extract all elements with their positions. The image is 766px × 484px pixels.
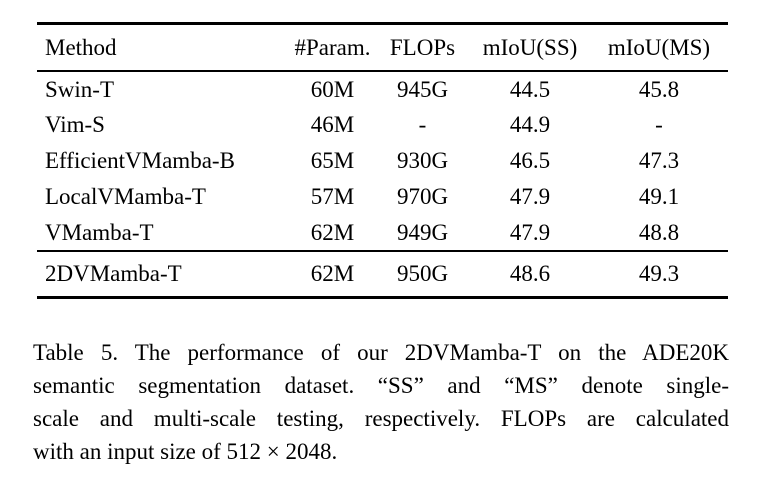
highlight-row: 2DVMamba-T 62M 950G 48.6 49.3 [37, 251, 728, 298]
miou-ms-cell: 45.8 [638, 76, 680, 102]
params-cell: 60M [310, 76, 355, 102]
params-cell: 65M [310, 148, 355, 173]
highlight-section: 2DVMamba-T 62M 950G 48.6 49.3 [37, 251, 728, 298]
table-body: Swin-T 60M 945G 44.5 45.8 Vim-S 46M - 44… [37, 71, 728, 251]
method-cell: EfficientVMamba-B [45, 148, 235, 173]
miou-ms-cell: 48.8 [638, 219, 680, 245]
caption-line: Table 5. The performance of our 2DVMamba… [33, 340, 729, 365]
header-flops: FLOPs [389, 34, 456, 60]
table-row: Vim-S 46M - 44.9 - [37, 107, 728, 143]
params-cell: 62M [310, 219, 355, 245]
method-cell: LocalVMamba-T [45, 184, 206, 209]
table-caption: Table 5. The performance of our 2DVMamba… [33, 336, 729, 468]
table-row: EfficientVMamba-B 65M 930G 46.5 47.3 [37, 143, 728, 179]
header-params: #Param. [294, 34, 371, 60]
caption-line: with an input size of 512 × 2048. [33, 439, 338, 464]
header-method: Method [45, 34, 117, 60]
table-row: VMamba-T 62M 949G 47.9 48.8 [37, 215, 728, 251]
method-cell: Vim-S [45, 112, 105, 137]
table-row: LocalVMamba-T 57M 970G 47.9 49.1 [37, 179, 728, 215]
miou-ss-cell: 46.5 [509, 148, 551, 173]
flops-cell: 950G [396, 261, 449, 287]
header-miou-ss: mIoU(SS) [482, 34, 578, 60]
caption-line: scale and multi-scale testing, respectiv… [33, 406, 729, 431]
flops-cell: 949G [396, 219, 449, 245]
miou-ss-cell: 44.5 [509, 76, 551, 102]
method-cell: 2DVMamba-T [45, 261, 182, 287]
header-miou-ms: mIoU(MS) [607, 34, 711, 60]
results-table: Method #Param. FLOPs mIoU(SS) mIoU(MS) S… [37, 22, 728, 299]
caption-line: semantic segmentation dataset. “SS” and … [33, 373, 729, 398]
method-cell: VMamba-T [45, 219, 154, 245]
table-row: Swin-T 60M 945G 44.5 45.8 [37, 71, 728, 107]
miou-ms-cell: 49.1 [638, 184, 680, 209]
miou-ms-cell: 47.3 [638, 148, 680, 173]
miou-ss-cell: 47.9 [509, 219, 551, 245]
method-cell: Swin-T [45, 76, 114, 102]
table-header: Method #Param. FLOPs mIoU(SS) mIoU(MS) [37, 24, 728, 71]
flops-cell: - [418, 112, 427, 137]
flops-cell: 930G [396, 148, 449, 173]
params-cell: 62M [310, 261, 355, 287]
params-cell: 57M [310, 184, 355, 209]
miou-ss-cell: 44.9 [509, 112, 551, 137]
flops-cell: 970G [396, 184, 449, 209]
miou-ms-cell: - [655, 112, 663, 137]
miou-ms-cell: 49.3 [638, 261, 680, 287]
miou-ss-cell: 47.9 [509, 184, 551, 209]
flops-cell: 945G [396, 76, 449, 102]
params-cell: 46M [310, 112, 355, 137]
miou-ss-cell: 48.6 [509, 261, 551, 287]
header-row: Method #Param. FLOPs mIoU(SS) mIoU(MS) [37, 24, 728, 71]
